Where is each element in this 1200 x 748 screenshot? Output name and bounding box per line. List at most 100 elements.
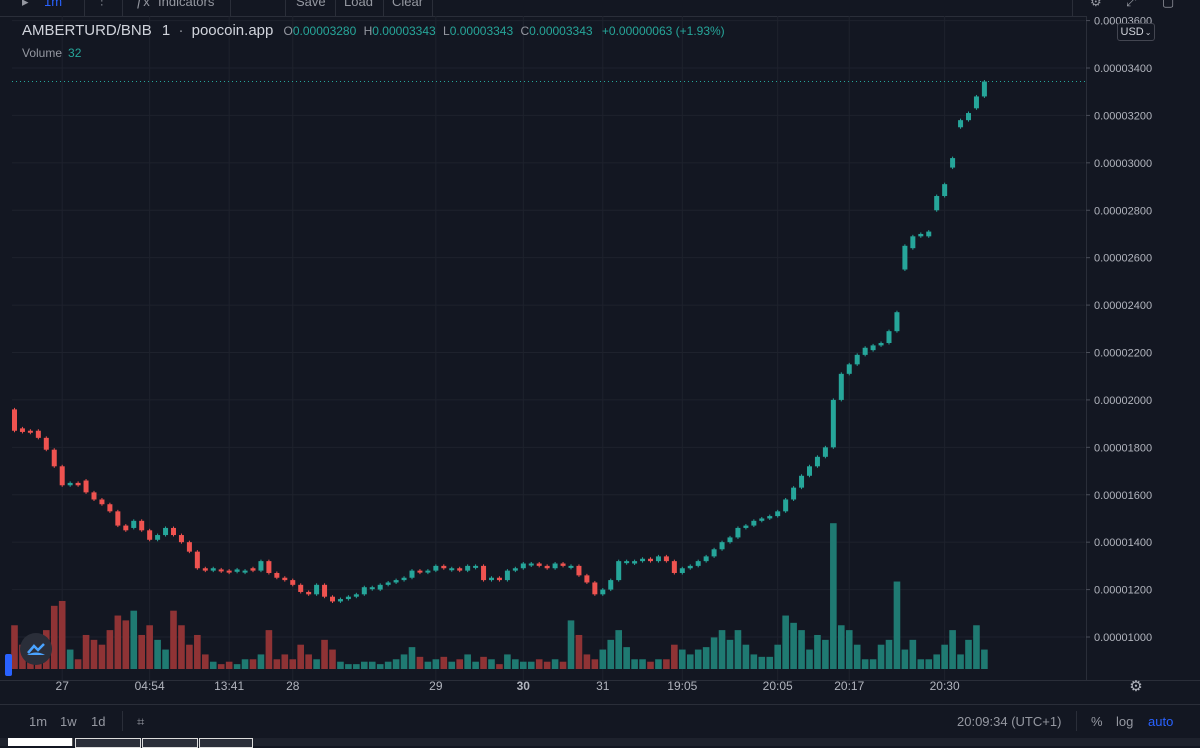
price-tick-label: 0.00002200 (1094, 348, 1152, 360)
save-button[interactable]: Save (296, 0, 326, 9)
volume-bar (686, 654, 694, 669)
price-chart[interactable]: 0.00003343 0.00003600 0.00003400 0.0000320… (0, 16, 1200, 704)
interval-button[interactable]: 1m (44, 0, 63, 9)
candle-body (973, 96, 979, 109)
range-button-1d[interactable]: 1d (91, 714, 106, 729)
time-tick-label: 27 (56, 679, 70, 693)
auto-toggle[interactable]: auto (1148, 714, 1174, 729)
price-scale: 0.00003600 0.00003400 0.00003200 0.00003000… (1086, 16, 1200, 680)
time-tick-label: 04:54 (135, 679, 165, 693)
date-range-icon[interactable]: ⌗ (137, 714, 145, 729)
candle-body (91, 492, 97, 500)
volume-bar (217, 664, 225, 669)
toolbar-divider (432, 0, 433, 16)
legend-dot: · (178, 22, 184, 39)
candle-body (727, 537, 733, 543)
candle-style-icon[interactable]: ⫶ (100, 0, 104, 9)
candle-body (958, 120, 964, 128)
candle-body (401, 577, 407, 581)
volume-bar (170, 610, 177, 669)
range-button-1w[interactable]: 1w (60, 714, 77, 729)
candle-body (743, 525, 749, 528)
candle-body (218, 569, 224, 572)
symbol-name[interactable]: AMBERTURD/BNB (22, 22, 152, 39)
interval-dropdown-icon[interactable]: ▸ (22, 0, 29, 9)
candle-body (163, 527, 169, 536)
volume-bar (154, 639, 161, 669)
candle-body (250, 568, 256, 571)
candle-body (830, 399, 836, 448)
time-tick-label: 30 (517, 679, 531, 693)
volume-bar (535, 659, 543, 669)
volume-bar (631, 659, 638, 669)
volume-bar (782, 615, 789, 669)
clear-button[interactable]: Clear (392, 0, 424, 9)
tradingview-logo[interactable] (20, 633, 52, 665)
candle-body (671, 561, 677, 573)
candle-body (926, 231, 932, 237)
collapse-left-panel-handle[interactable] (5, 654, 12, 676)
clock-display[interactable]: 20:09:34 (UTC+1) (957, 714, 1062, 729)
time-tick-label: 20:05 (763, 679, 793, 693)
volume-bar (861, 659, 869, 669)
volume-bar (353, 664, 360, 669)
volume-label: Volume (22, 46, 63, 60)
log-toggle[interactable]: log (1116, 714, 1134, 729)
volume-bar (337, 661, 344, 669)
footer-tab[interactable] (142, 738, 198, 748)
candle-body (274, 572, 280, 578)
volume-bar (66, 649, 74, 669)
indicators-icon[interactable]: ƒx (136, 0, 150, 9)
candle-body (83, 480, 89, 493)
source-label: poocoin.app (191, 22, 274, 39)
candle-body (791, 487, 797, 500)
footer-tab[interactable] (75, 738, 141, 748)
candle-body (258, 561, 264, 571)
price-tick-label: 0.00001600 (1094, 490, 1152, 502)
candle-body (759, 518, 765, 521)
bottom-toolbar: 1m 1w 1d ⌗ 20:09:34 (UTC+1) % log auto (0, 704, 1200, 739)
candle-body (719, 542, 725, 550)
candle-body (735, 527, 741, 538)
volume-bar (130, 610, 138, 669)
volume-bar (448, 661, 456, 669)
footer-tab[interactable] (199, 738, 253, 748)
percent-toggle[interactable]: % (1091, 714, 1103, 729)
candle-body (679, 568, 685, 573)
volume-bar (424, 661, 432, 669)
currency-selector[interactable]: USD⌄ (1117, 23, 1155, 41)
candle-body (902, 245, 908, 270)
volume-bar (408, 647, 416, 669)
candle-body (504, 570, 510, 581)
close-label: C (520, 24, 530, 38)
candle-body (178, 535, 184, 543)
volume-bar (249, 659, 257, 669)
range-button-1m[interactable]: 1m (29, 714, 48, 729)
volume-bar (488, 659, 495, 669)
candle-body (123, 525, 129, 531)
volume-bar (567, 620, 575, 669)
footer-tab[interactable] (8, 738, 73, 746)
time-tick-label: 20:17 (834, 679, 864, 693)
volume-bar (814, 634, 821, 669)
fullscreen-icon[interactable]: ⤢ (1126, 0, 1137, 9)
candle-body (417, 570, 423, 573)
volume-bar (933, 654, 940, 669)
price-tick-label: 0.00003600 (1094, 16, 1152, 28)
volume-bar (305, 654, 312, 669)
chart-settings-icon[interactable]: ⚙ (1129, 677, 1142, 695)
candle-body (950, 158, 956, 168)
indicators-button[interactable]: Indicators (158, 0, 215, 9)
settings-gear-icon[interactable]: ⚙ (1090, 0, 1102, 9)
volume-bar (162, 649, 169, 669)
screenshot-icon[interactable]: ▢ (1162, 0, 1175, 9)
candle-body (544, 565, 550, 569)
candle-body (385, 582, 391, 585)
volume-bar (186, 644, 193, 669)
candle-body (330, 596, 335, 602)
candle-body (242, 570, 248, 573)
time-tick-label: 29 (429, 679, 443, 693)
candle-body (377, 584, 383, 590)
candle-body (266, 561, 272, 573)
load-button[interactable]: Load (344, 0, 373, 9)
